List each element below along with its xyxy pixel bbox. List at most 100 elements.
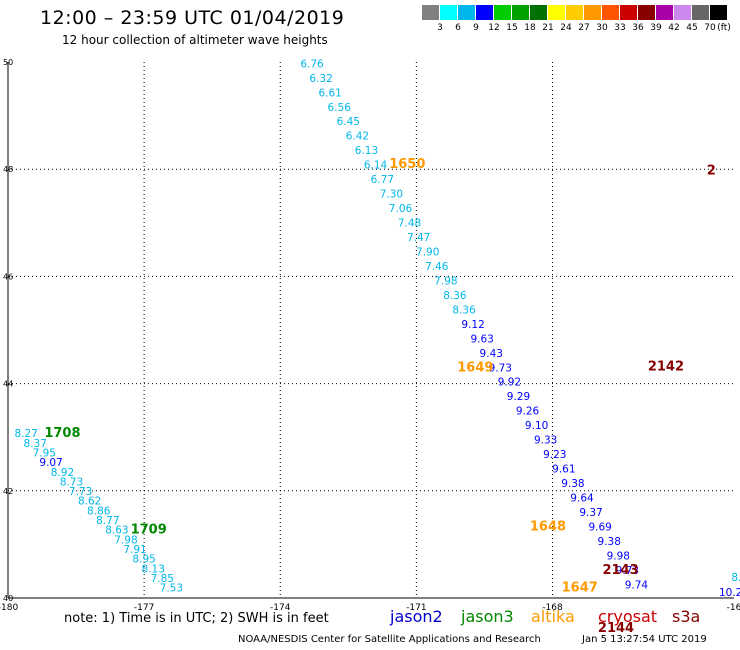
wave-height-label: 7.95 [33, 447, 56, 459]
wave-height-label: 6.77 [371, 174, 394, 186]
wave-height-label: 7.85 [151, 573, 174, 585]
color-scale-label: 70 [704, 23, 716, 33]
wave-height-label: 8.92 [51, 467, 74, 479]
color-scale-label: 33 [614, 23, 626, 33]
y-tick-label: 46 [3, 272, 13, 281]
color-swatch [494, 5, 511, 20]
color-scale-label: 18 [524, 23, 536, 33]
wave-height-label: 7.53 [160, 583, 183, 595]
wave-height-label: 9.10 [525, 420, 548, 432]
track-number-label: 2142 [648, 360, 684, 375]
track-number-label: 1709 [131, 523, 167, 538]
color-swatch [602, 5, 619, 20]
wave-height-label: 9.26 [516, 406, 540, 418]
wave-height-label: 9.23 [543, 449, 566, 461]
wave-height-label: 7.06 [389, 203, 413, 215]
wave-height-label: 8.13 [142, 563, 165, 575]
wave-height-label: 6.61 [318, 87, 341, 99]
wave-height-label: 7.30 [380, 189, 403, 201]
color-swatch [422, 5, 439, 20]
wave-height-label: 9.29 [507, 391, 530, 403]
wave-height-label: 7.90 [416, 246, 439, 258]
wave-height-label: 9.38 [598, 536, 621, 548]
color-scale-label: 9 [473, 23, 479, 33]
wave-height-label: 8.73 [60, 476, 83, 488]
track-number-label: 2 [707, 164, 716, 179]
wave-height-label: 6.42 [346, 131, 369, 143]
y-tick-label: 42 [3, 487, 13, 496]
color-swatch [692, 5, 709, 20]
color-swatch [620, 5, 637, 20]
wave-height-label: 7.48 [398, 218, 421, 230]
wave-height-label: 8.63 [105, 525, 128, 537]
wave-height-label: 7.46 [425, 261, 449, 273]
color-scale-label: 45 [686, 23, 698, 33]
wave-height-label: 6.32 [309, 73, 332, 85]
wave-height-label: 7.73 [69, 486, 92, 498]
wave-height-label: 8.86 [87, 505, 111, 517]
track-number-label: 1649 [457, 360, 493, 375]
color-swatch [512, 5, 529, 20]
wave-height-label: 6.45 [337, 116, 360, 128]
color-swatch [476, 5, 493, 20]
x-tick-label: -177 [134, 603, 154, 613]
color-scale-label: 21 [542, 23, 554, 33]
legend-jason3: jason3 [461, 607, 514, 626]
color-scale-label: 3 [437, 23, 443, 33]
wave-height-label: 9.64 [570, 493, 594, 505]
wave-height-label: 8.36 [443, 290, 467, 302]
chart-subtitle: 12 hour collection of altimeter wave hei… [62, 33, 328, 47]
wave-height-label: 9.61 [552, 464, 575, 476]
y-tick-label: 44 [3, 380, 13, 389]
wave-height-label: 9.12 [461, 319, 484, 331]
wave-height-label: 9.63 [470, 333, 493, 345]
wave-height-label: 6.13 [355, 145, 378, 157]
y-tick-label: 48 [3, 165, 13, 174]
color-scale-label: 42 [668, 23, 680, 33]
color-swatch [530, 5, 547, 20]
credit-line: NOAA/NESDIS Center for Satellite Applica… [238, 634, 541, 645]
wave-height-label: 8.36 [452, 304, 476, 316]
track-number-label: 1708 [44, 426, 80, 441]
color-swatch [710, 5, 727, 20]
color-swatch [674, 5, 691, 20]
wave-height-label: 8.95 [132, 554, 155, 566]
wave-height-label: 8.62 [78, 496, 101, 508]
track-number-label: 1647 [562, 581, 598, 596]
timestamp: Jan 5 13:27:54 UTC 2019 [582, 634, 707, 645]
wave-height-label: 9.07 [39, 457, 62, 469]
chart-title: 12:00 – 23:59 UTC 01/04/2019 [40, 7, 345, 29]
x-tick-label: -168 [542, 603, 563, 613]
wave-height-label: 9.43 [480, 348, 503, 360]
y-tick-label: 50 [3, 58, 13, 67]
color-swatch [566, 5, 583, 20]
wave-height-label: 8.52 [731, 572, 740, 584]
legend-cryosat: cryosat [598, 607, 658, 626]
color-scale-label: 39 [650, 23, 662, 33]
color-scale-unit: (ft) [717, 23, 731, 33]
wave-height-label: 6.14 [364, 160, 388, 172]
x-tick-label: -16 [727, 603, 740, 613]
wave-height-label: 6.76 [300, 58, 324, 70]
x-tick-label: -171 [406, 603, 426, 613]
color-swatch [440, 5, 457, 20]
color-scale-label: 36 [632, 23, 644, 33]
wave-height-label: 8.27 [14, 428, 37, 440]
legend-s3a: s3a [672, 607, 701, 626]
wave-height-label: 6.56 [328, 102, 352, 114]
wave-height-label: 9.98 [607, 550, 630, 562]
wave-height-label: 7.47 [407, 232, 430, 244]
wave-height-label: 9.74 [625, 579, 649, 591]
color-scale-label: 24 [560, 23, 572, 33]
wave-height-label: 9.37 [579, 507, 602, 519]
wave-height-label: 10.24 [719, 587, 740, 599]
color-scale-label: 27 [578, 23, 590, 33]
legend-altika: altika [531, 607, 575, 626]
color-scale-label: 12 [488, 23, 500, 33]
wave-height-label: 9.73 [489, 362, 512, 374]
color-scale-label: 6 [455, 23, 461, 33]
track-number-label: 2144 [598, 621, 634, 636]
wave-height-label: 7.98 [114, 534, 137, 546]
color-swatch [548, 5, 565, 20]
